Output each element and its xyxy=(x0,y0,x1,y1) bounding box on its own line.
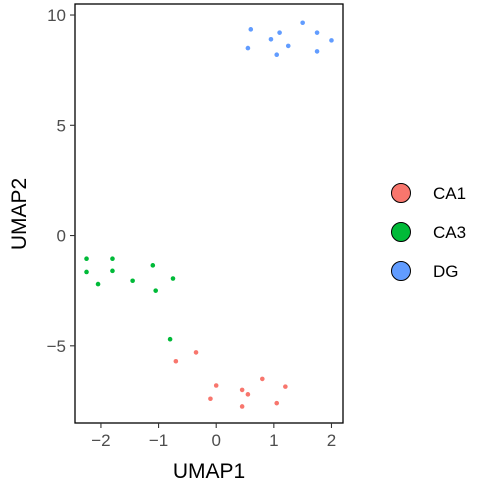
plot-panel-border xyxy=(74,3,344,424)
data-point-ca1 xyxy=(245,392,251,397)
data-point-ca1 xyxy=(213,383,219,388)
data-point-ca1 xyxy=(173,358,179,364)
data-point-ca1 xyxy=(208,396,213,402)
data-point-dg xyxy=(314,49,320,54)
data-point-ca3 xyxy=(130,278,135,284)
data-point-ca3 xyxy=(95,281,101,287)
x-axis: −2 −1 0 1 2 xyxy=(91,423,336,450)
data-point-ca1 xyxy=(193,350,199,355)
data-point-ca3 xyxy=(170,276,176,281)
data-point-ca3 xyxy=(84,256,89,262)
legend: CA1 CA3 DG xyxy=(391,183,466,281)
data-point-dg xyxy=(245,45,251,51)
data-point-dg xyxy=(285,43,291,49)
y-axis: −5 0 5 10 xyxy=(47,6,75,356)
y-tick-label: −5 xyxy=(47,337,66,356)
y-tick-label: 0 xyxy=(57,227,66,246)
data-point-ca1 xyxy=(274,400,280,406)
data-point-ca3 xyxy=(110,268,115,274)
legend-label-ca3: CA3 xyxy=(433,223,466,242)
legend-key-dg xyxy=(391,261,411,281)
data-point-dg xyxy=(277,30,282,35)
data-point-ca3 xyxy=(153,288,158,293)
y-tick-label: 10 xyxy=(47,6,66,25)
data-point-dg xyxy=(274,52,280,58)
data-point-dg xyxy=(248,27,254,32)
data-point-dg xyxy=(268,36,274,42)
x-tick-label: −1 xyxy=(149,431,168,450)
data-point-ca3 xyxy=(150,263,156,268)
data-point-ca1 xyxy=(260,376,265,382)
legend-key-ca1 xyxy=(391,183,411,203)
data-point-dg xyxy=(314,30,320,35)
x-tick-label: 1 xyxy=(269,431,278,450)
data-point-ca1 xyxy=(239,404,245,409)
data-point-ca1 xyxy=(239,387,245,393)
y-axis-title: UMAP2 xyxy=(8,178,31,250)
x-tick-label: −2 xyxy=(91,431,110,450)
legend-label-ca1: CA1 xyxy=(433,184,466,203)
x-tick-label: 0 xyxy=(211,431,220,450)
data-point-ca1 xyxy=(283,384,288,389)
data-point-dg xyxy=(300,20,305,26)
legend-key-ca3 xyxy=(391,222,411,242)
x-axis-title: UMAP1 xyxy=(173,460,245,483)
data-point-ca3 xyxy=(84,269,89,275)
legend-label-dg: DG xyxy=(433,262,459,281)
points-layer xyxy=(84,20,334,409)
x-tick-label: 2 xyxy=(327,431,336,450)
data-point-ca3 xyxy=(167,336,173,342)
data-point-dg xyxy=(329,38,334,43)
y-tick-label: 5 xyxy=(57,116,66,135)
data-point-ca3 xyxy=(110,256,115,262)
